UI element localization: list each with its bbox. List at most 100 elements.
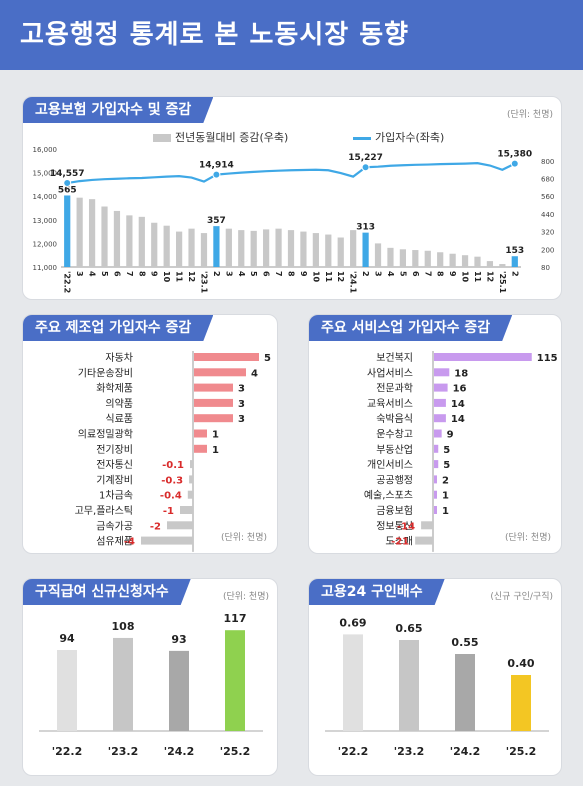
x-tick-label: 8	[287, 271, 296, 277]
bar	[190, 460, 193, 469]
increase-bar	[64, 195, 71, 267]
bar-value-label: -0.1	[162, 460, 184, 471]
increase-bar	[76, 197, 83, 267]
right-axis-tick: 680	[541, 176, 554, 184]
x-tick-label: '22.2	[52, 745, 83, 758]
category-label: 보건복지	[376, 352, 413, 364]
line-marker	[212, 170, 221, 179]
legend-bar-swatch	[153, 134, 171, 142]
service-panel-title: 주요 서비스업 가입자수 증감	[309, 315, 512, 341]
left-axis-tick: 12,000	[33, 240, 58, 248]
bar	[434, 429, 442, 438]
bar-value-label: 3	[238, 414, 245, 425]
left-axis-tick: 14,000	[33, 193, 58, 201]
bar-value-label: 565	[58, 185, 77, 195]
bar-value-label: 117	[224, 612, 247, 625]
bar-value-label: 1	[442, 491, 449, 502]
increase-bar	[362, 232, 369, 267]
bar-value-label: 18	[454, 368, 468, 379]
bar	[343, 634, 363, 731]
increase-bar	[250, 230, 257, 267]
insurance-legend-line: 가입자수(좌축)	[353, 129, 444, 145]
x-tick-label: 11	[473, 271, 482, 283]
line-value-label: 15,380	[497, 150, 532, 160]
x-tick-label: 10	[311, 271, 320, 283]
bar	[434, 353, 532, 361]
bar	[194, 429, 207, 438]
increase-bar	[474, 256, 481, 267]
bar	[113, 637, 133, 731]
bar-value-label: 5	[264, 353, 271, 364]
bar	[434, 414, 446, 423]
insurance-panel-title: 고용보험 가입자수 및 증감	[23, 97, 213, 123]
bar-value-label: -2	[150, 521, 161, 532]
bar-value-label: 5	[443, 445, 450, 456]
bar	[194, 444, 207, 453]
page-header: 고용행정 통계로 본 노동시장 동향	[0, 0, 583, 70]
left-axis-tick: 11,000	[33, 264, 58, 272]
category-label: 금속가공	[96, 520, 133, 532]
manufacturing-chart: 자동차 5 기타운송장비 4 화학제품 3 의약품 3 식료품 3 의료정밀광학 1 전기장비 1 전자통신…	[75, 351, 271, 552]
increase-bar	[287, 230, 295, 267]
right-axis-tick: 800	[541, 158, 554, 166]
legend-line-label: 가입자수(좌축)	[375, 131, 445, 144]
x-tick-label: 6	[262, 271, 271, 277]
increase-bar	[88, 199, 96, 267]
category-label: 사업서비스	[367, 366, 413, 379]
increase-bar	[399, 249, 406, 267]
bar	[434, 444, 439, 453]
bar	[434, 460, 439, 469]
legend-line-swatch	[353, 136, 371, 140]
bar	[189, 475, 193, 484]
claims-chart: 94 '22.2 108 '23.2 93 '24.2 117 '25.2	[39, 612, 263, 758]
line-marker	[510, 159, 519, 168]
bar	[194, 414, 233, 423]
bar	[434, 475, 437, 484]
increase-bar	[113, 210, 121, 267]
x-tick-label: 4	[386, 271, 395, 277]
increase-bar	[263, 229, 270, 267]
x-tick-label: 12	[187, 271, 196, 282]
bar-value-label: 0.69	[339, 616, 366, 629]
insurance-panel: 고용보험 가입자수 및 증감 (단위: 천명) 전년동월대비 증감(우축) 가입…	[22, 96, 562, 300]
bar-value-label: 9	[447, 430, 454, 441]
category-label: 기계장비	[96, 474, 133, 486]
page-title: 고용행정 통계로 본 노동시장 동향	[20, 20, 410, 50]
x-tick-label: '24.2	[164, 745, 195, 758]
x-tick-label: 3	[374, 271, 383, 277]
category-label: 교육서비스	[367, 398, 413, 410]
x-tick-label: 7	[423, 271, 432, 277]
bar-value-label: 108	[112, 620, 135, 633]
job-ratio-panel-title: 고용24 구인배수	[309, 579, 445, 605]
increase-bar	[188, 228, 195, 267]
x-tick-label: 12	[336, 271, 345, 282]
bar	[434, 368, 450, 377]
service-panel: 주요 서비스업 가입자수 증감 (단위: 천명) 보건복지 115 사업서비스 18 전…	[308, 314, 562, 554]
bar	[455, 654, 475, 731]
x-tick-label: 10	[461, 271, 470, 283]
category-label: 의약품	[105, 398, 133, 410]
bar-value-label: 4	[251, 368, 258, 379]
increase-bar	[486, 261, 494, 267]
increase-bar	[325, 234, 332, 267]
increase-bar	[337, 237, 344, 267]
bar-value-label: 3	[238, 399, 245, 410]
x-tick-label: 7	[274, 271, 283, 277]
manufacturing-unit: (단위: 천명)	[220, 533, 267, 543]
x-tick-label: 5	[249, 271, 258, 277]
bar	[434, 490, 437, 499]
x-tick-label: 8	[137, 271, 146, 277]
manufacturing-panel-title: 주요 제조업 가입자수 증감	[23, 315, 213, 341]
bar-value-label: 0.40	[507, 657, 534, 670]
bar-value-label: 1	[442, 506, 449, 517]
service-unit: (단위: 천명)	[504, 533, 551, 543]
legend-bar-label: 전년동월대비 증감(우축)	[175, 131, 289, 144]
increase-bar	[163, 225, 170, 267]
bar	[169, 650, 189, 731]
bar	[434, 398, 446, 407]
increase-bar	[449, 253, 456, 267]
category-label: 의료정밀광학	[78, 429, 133, 441]
bar-value-label: 94	[59, 632, 75, 645]
bar-value-label: 313	[356, 223, 375, 233]
